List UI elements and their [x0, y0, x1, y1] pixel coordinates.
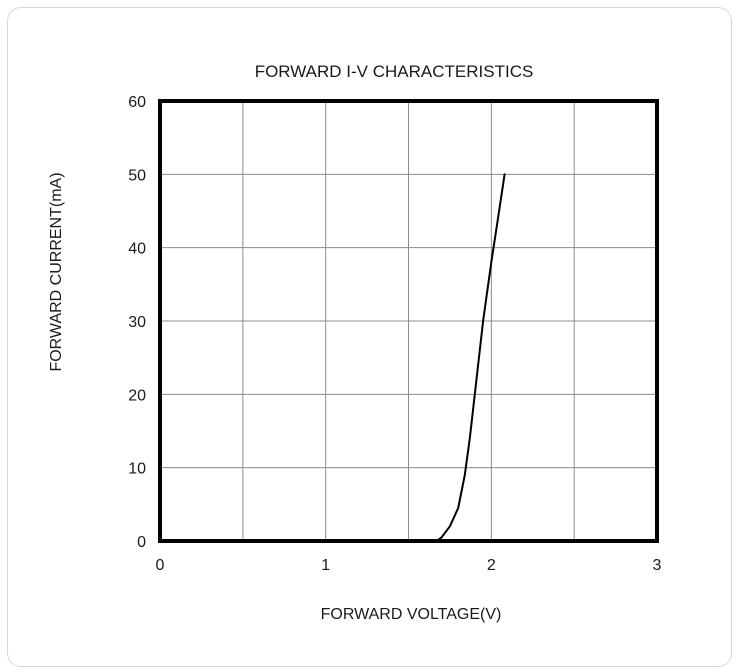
y-tick-label: 0 [137, 534, 146, 551]
y-tick-label: 10 [128, 461, 146, 478]
series-layer [435, 173, 506, 542]
chart-card [7, 7, 732, 667]
iv-curve-line [435, 173, 506, 542]
x-tick-label: 0 [156, 557, 165, 574]
x-axis-label: FORWARD VOLTAGE(V) [321, 606, 502, 623]
y-tick-label: 20 [128, 387, 146, 404]
x-tick-label: 1 [321, 557, 330, 574]
y-tick-label: 30 [128, 314, 146, 331]
x-tick-label: 3 [653, 557, 662, 574]
y-tick-label: 50 [128, 167, 146, 184]
y-axis-label: FORWARD CURRENT(mA) [48, 172, 65, 371]
grid [160, 101, 657, 541]
y-tick-label: 40 [128, 241, 146, 258]
chart-title: FORWARD I-V CHARACTERISTICS [255, 62, 534, 81]
plot-frame [158, 99, 659, 543]
y-tick-label: 60 [128, 94, 146, 111]
x-tick-label: 2 [487, 557, 496, 574]
